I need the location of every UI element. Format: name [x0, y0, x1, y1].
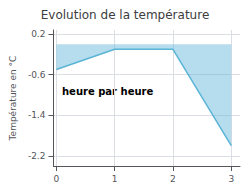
svg-text:-0.6: -0.6: [28, 70, 46, 80]
svg-text:0.2: 0.2: [31, 29, 45, 39]
svg-text:1: 1: [112, 174, 118, 184]
svg-text:3: 3: [228, 174, 234, 184]
svg-text:2: 2: [170, 174, 176, 184]
svg-text:heure par heure: heure par heure: [62, 86, 153, 97]
svg-text:Température en °C: Température en °C: [8, 56, 18, 142]
svg-text:0: 0: [54, 174, 60, 184]
svg-text:-2.2: -2.2: [28, 151, 46, 161]
svg-text:Evolution de la température: Evolution de la température: [41, 8, 210, 22]
svg-text:-1.4: -1.4: [28, 110, 46, 120]
